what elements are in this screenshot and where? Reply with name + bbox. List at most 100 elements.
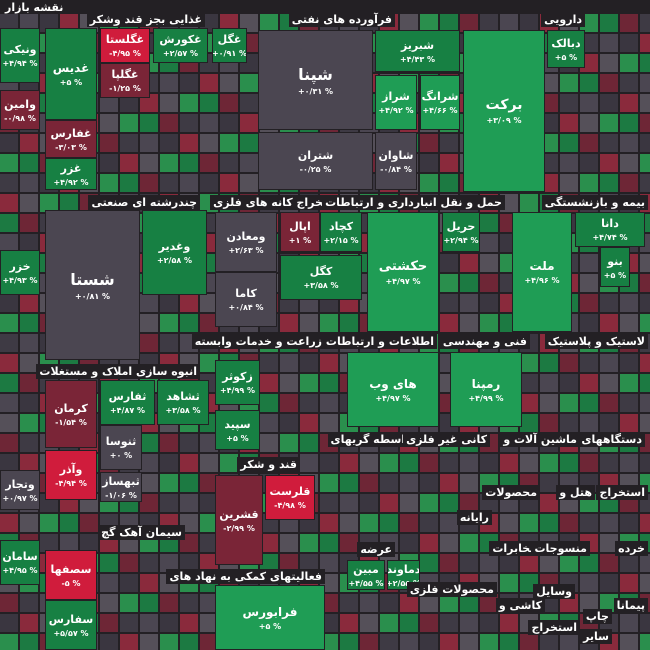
stock-name: شاوان: [378, 148, 414, 162]
filler-cell: [460, 274, 478, 292]
stock-tile[interactable]: وآذر -۴/۹۴ %: [45, 450, 97, 500]
stock-tile[interactable]: ملت +۴/۹۶ %: [512, 212, 572, 332]
stock-tile[interactable]: بنو +۵ %: [600, 247, 630, 287]
stock-tile[interactable]: فرابورس +۵ %: [215, 585, 325, 650]
stock-tile[interactable]: ثبهساز -۱/۰۶ %: [100, 472, 142, 502]
stock-tile[interactable]: کچاد +۲/۱۵ %: [320, 212, 362, 252]
stock-tile[interactable]: حکشتی +۴/۹۷ %: [367, 212, 439, 332]
filler-cell: [540, 374, 558, 392]
filler-cell: [140, 174, 158, 192]
stock-tile[interactable]: برکت +۳/۰۹ %: [463, 30, 545, 192]
filler-cell: [600, 94, 618, 112]
stock-change: +۴/۹۲ %: [378, 106, 414, 115]
stock-tile[interactable]: غفارس -۳/۰۳ %: [45, 120, 97, 158]
stock-name: اپال: [289, 219, 311, 233]
stock-tile[interactable]: شراز +۴/۹۲ %: [375, 75, 417, 130]
stock-tile[interactable]: شاوان -۰/۸۴ %: [375, 132, 417, 190]
filler-cell: [200, 474, 218, 492]
stock-tile[interactable]: مبین +۴/۵۵ %: [347, 560, 385, 590]
stock-tile[interactable]: ومعادن +۲/۶۳ %: [215, 212, 277, 272]
filler-cell: [640, 634, 650, 650]
stock-tile[interactable]: وغدیر +۲/۵۸ %: [142, 210, 207, 295]
stock-tile[interactable]: شپنا +۰/۳۱ %: [258, 30, 373, 130]
stock-tile[interactable]: غگلپا -۱/۲۵ %: [100, 63, 150, 98]
filler-cell: [120, 634, 138, 650]
filler-cell: [300, 354, 318, 372]
stock-name: کگل: [309, 265, 333, 278]
stock-tile[interactable]: قلرست -۴/۹۸ %: [265, 475, 315, 520]
filler-cell: [320, 534, 338, 552]
stock-tile[interactable]: های وب +۴/۹۷ %: [347, 352, 439, 427]
stock-tile[interactable]: کگل +۳/۵۸ %: [280, 255, 362, 300]
stock-change: +۴/۸۷ %: [109, 406, 146, 415]
filler-cell: [560, 134, 578, 152]
stock-tile[interactable]: زکوثر +۴/۹۹ %: [215, 360, 260, 405]
stock-tile[interactable]: کرمان -۱/۵۴ %: [45, 380, 97, 448]
stock-tile[interactable]: غدیس +۵ %: [45, 28, 97, 120]
filler-cell: [0, 234, 18, 252]
filler-cell: [480, 454, 498, 472]
filler-cell: [180, 94, 198, 112]
sector-header: چاپ: [582, 609, 612, 624]
stock-tile[interactable]: خزر +۴/۹۳ %: [0, 250, 40, 295]
stock-tile[interactable]: دانا +۴/۷۴ %: [575, 212, 645, 247]
filler-cell: [100, 154, 118, 172]
filler-cell: [140, 574, 158, 592]
stock-tile[interactable]: سامان +۴/۹۵ %: [0, 540, 40, 585]
sector-header: چندرشته ای صنعتی: [88, 195, 200, 210]
filler-cell: [200, 514, 218, 532]
stock-tile[interactable]: سصفها -۵ %: [45, 550, 97, 600]
filler-cell: [320, 494, 338, 512]
stock-tile[interactable]: غگل +۰/۹۱ %: [212, 28, 247, 63]
stock-tile[interactable]: غزر +۴/۹۲ %: [45, 158, 97, 190]
filler-cell: [400, 634, 418, 650]
filler-cell: [20, 594, 38, 612]
stock-tile[interactable]: حریل +۲/۹۴ %: [442, 212, 480, 252]
stock-change: +۵ %: [258, 621, 282, 631]
filler-cell: [120, 94, 138, 112]
filler-cell: [360, 514, 378, 532]
filler-cell: [600, 514, 618, 532]
stock-tile[interactable]: غگلستا -۴/۹۵ %: [100, 28, 150, 63]
filler-cell: [20, 154, 38, 172]
stock-name: شپنا: [298, 64, 333, 84]
stock-name: شراز: [382, 90, 410, 103]
stock-change: +۲/۵۸ %: [156, 256, 193, 265]
stock-tile[interactable]: قشرین -۲/۹۹ %: [215, 475, 263, 565]
filler-cell: [280, 354, 298, 372]
stock-tile[interactable]: شبریز +۴/۴۳ %: [375, 30, 460, 72]
filler-cell: [140, 614, 158, 632]
filler-cell: [560, 634, 578, 650]
filler-cell: [300, 374, 318, 392]
stock-tile[interactable]: ثنوسا +۰ %: [100, 425, 142, 470]
stock-tile[interactable]: رمپنا +۴/۹۹ %: [450, 352, 522, 427]
stock-tile[interactable]: غکورش +۲/۵۷ %: [153, 28, 208, 63]
stock-change: +۲/۱۵ %: [323, 235, 359, 245]
filler-cell: [620, 574, 638, 592]
stock-tile[interactable]: سپید +۵ %: [215, 410, 260, 450]
sector-header: عرضه: [357, 542, 395, 557]
stock-tile[interactable]: کاما +۰/۸۴ %: [215, 272, 277, 327]
stock-tile[interactable]: ثشاهد +۳/۵۸ %: [157, 380, 209, 425]
stock-tile[interactable]: شتران -۰/۲۵ %: [258, 132, 373, 190]
filler-cell: [260, 534, 278, 552]
filler-cell: [580, 174, 598, 192]
filler-cell: [460, 634, 478, 650]
stock-tile[interactable]: وامین -۰/۹۸ %: [0, 90, 40, 130]
filler-cell: [260, 14, 278, 32]
stock-tile[interactable]: شرانگ +۴/۶۶ %: [420, 75, 460, 130]
stock-tile[interactable]: ثفارس +۴/۸۷ %: [100, 380, 155, 425]
filler-cell: [620, 134, 638, 152]
stock-tile[interactable]: وتجار +۰/۹۷ %: [0, 470, 40, 510]
filler-cell: [180, 434, 198, 452]
stock-tile[interactable]: ونیکی +۴/۹۴ %: [0, 28, 40, 83]
filler-cell: [20, 414, 38, 432]
filler-cell: [580, 354, 598, 372]
filler-cell: [20, 334, 38, 352]
sector-header: خرده: [615, 541, 648, 556]
stock-tile[interactable]: دبالک +۵ %: [547, 30, 585, 68]
stock-tile[interactable]: شستا +۰/۸۱ %: [45, 210, 140, 360]
stock-tile[interactable]: اپال +۱ %: [280, 212, 320, 252]
stock-tile[interactable]: سفارس +۵/۵۷ %: [45, 600, 97, 650]
filler-cell: [160, 614, 178, 632]
